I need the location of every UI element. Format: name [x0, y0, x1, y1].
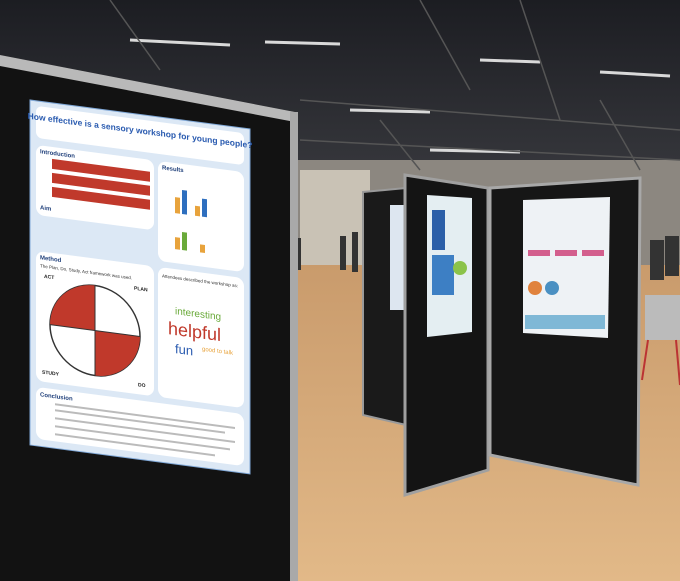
section-box	[158, 267, 244, 408]
poster-block	[528, 250, 550, 256]
people	[296, 232, 679, 280]
poster-graphic	[545, 281, 559, 295]
poster-block	[432, 255, 454, 295]
cycle-label: ACT	[44, 274, 55, 281]
section-box	[36, 387, 244, 466]
poster	[523, 197, 610, 338]
poster-graphic	[453, 261, 467, 275]
cycle-label: STUDY	[42, 370, 60, 378]
heading: Introduction	[40, 149, 75, 160]
result-bars	[175, 190, 207, 254]
intro-bar	[52, 172, 150, 196]
chair	[641, 295, 680, 386]
cycle-label: PLAN	[134, 286, 148, 294]
cycle-segment	[95, 330, 140, 376]
ceiling-lights	[129, 38, 671, 154]
poster-block	[582, 250, 604, 256]
heading: Conclusion	[40, 392, 73, 402]
heading: Method	[40, 255, 62, 264]
poster-block	[525, 315, 605, 329]
poster-block	[555, 250, 577, 256]
board-frame	[0, 55, 295, 122]
title-box	[36, 106, 244, 165]
poster-graphic	[528, 281, 542, 295]
poster-block	[432, 210, 445, 250]
word: fun	[175, 341, 193, 358]
main-poster: How effective is a sensory workshop for …	[28, 99, 252, 475]
cycle-label: DO	[138, 382, 146, 389]
word: good to talk	[202, 347, 234, 357]
poster	[390, 205, 404, 310]
intro-bar	[52, 158, 150, 182]
wall-panel	[300, 170, 370, 270]
intro-bar	[52, 186, 150, 210]
heading: Aim	[40, 205, 51, 212]
board-frame	[290, 112, 298, 581]
ceiling-trusses	[109, 0, 680, 171]
cycle-segment	[50, 285, 95, 331]
heading: Results	[162, 165, 184, 174]
text-lines	[55, 403, 235, 457]
section-box	[158, 161, 244, 272]
